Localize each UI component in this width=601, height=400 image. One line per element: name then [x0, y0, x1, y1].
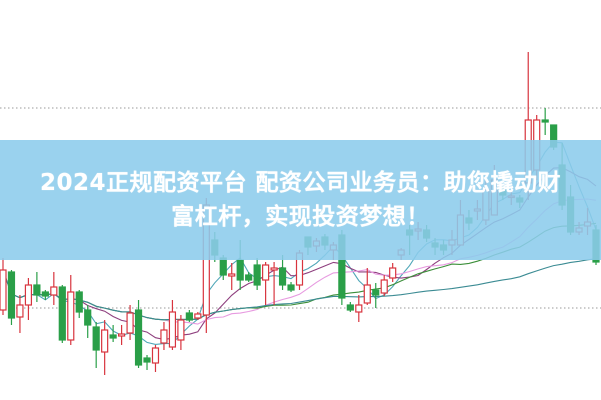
candle-up — [355, 304, 363, 313]
candle-up — [194, 313, 202, 319]
candle-down — [287, 284, 295, 291]
candle-down — [75, 291, 83, 313]
banner-line-1: 2024正规配资平台 配资公司业务员：助您撬动财 — [39, 170, 562, 196]
candle-down — [185, 312, 193, 321]
candle-down — [372, 289, 380, 296]
candle-down — [7, 271, 16, 319]
candle-up — [50, 286, 58, 296]
candle-up — [228, 273, 236, 277]
candle-up — [16, 304, 24, 318]
candle-down — [143, 357, 151, 363]
candle-down — [346, 304, 354, 311]
candle-down — [92, 326, 100, 351]
candle-up — [270, 267, 278, 271]
candle-down — [278, 267, 287, 286]
candle-down — [219, 257, 227, 276]
candle-up — [0, 269, 7, 311]
candle-down — [33, 284, 41, 296]
title-banner: 2024正规配资平台 配资公司业务员：助您撬动财 富杠杆，实现投资梦想！ — [0, 140, 601, 260]
candle-down — [134, 309, 143, 366]
candle-up — [389, 267, 397, 279]
candle-up — [177, 319, 185, 341]
candle-up — [67, 291, 75, 341]
candle-up — [168, 311, 177, 348]
candle-up — [117, 333, 126, 337]
moving-average-line-60 — [2, 258, 597, 321]
candle-up — [160, 329, 168, 344]
candle-up — [380, 279, 388, 294]
candle-up — [262, 264, 270, 281]
candle-up — [126, 312, 134, 334]
candle-down — [84, 309, 92, 326]
candle-down — [58, 286, 66, 341]
candle-down — [245, 274, 253, 281]
banner-line-2: 富杠杆，实现投资梦想！ — [171, 204, 430, 230]
candle-down — [541, 119, 549, 123]
candle-up — [363, 284, 371, 304]
candle-down — [109, 334, 117, 339]
candle-down — [253, 264, 261, 286]
candle-down — [41, 291, 49, 297]
candle-down — [236, 259, 244, 281]
candle-up — [101, 329, 109, 353]
candle-up — [151, 347, 160, 364]
candle-up — [24, 284, 33, 306]
